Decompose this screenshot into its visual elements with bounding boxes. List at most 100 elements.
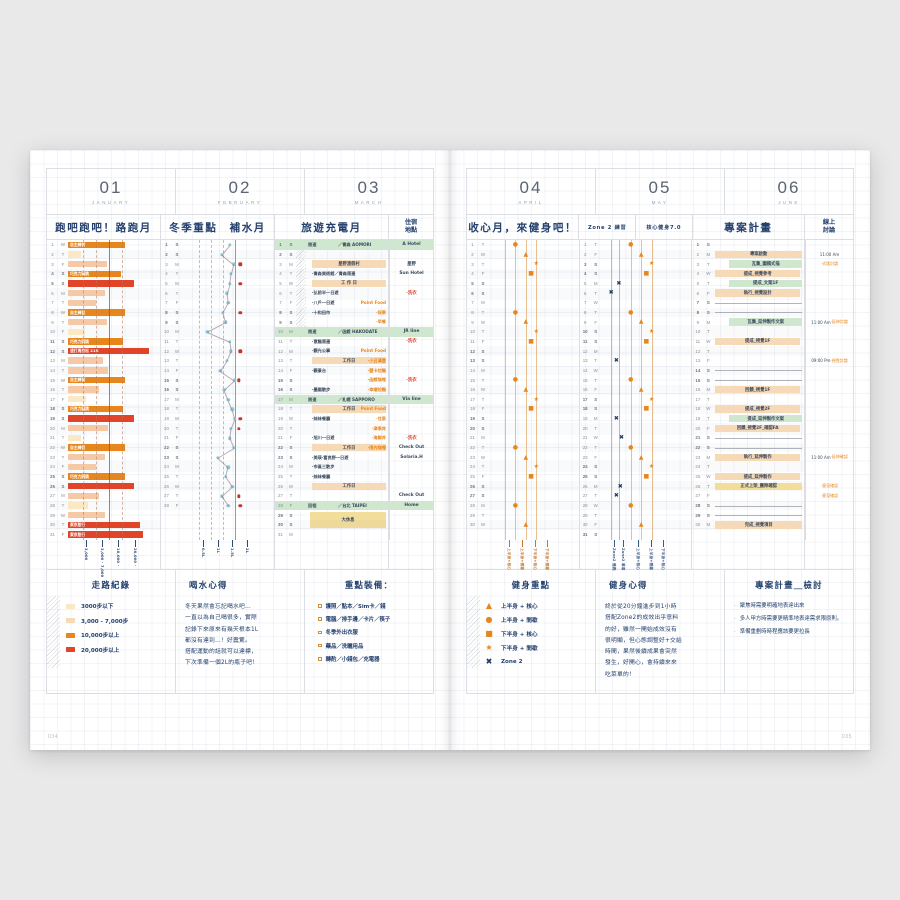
day-number: 13	[470, 358, 475, 364]
checkbox-icon[interactable]	[318, 656, 322, 661]
project-chip: 正式上架_團隊確認	[715, 482, 803, 490]
day-number: 14	[278, 367, 283, 373]
bar	[68, 367, 109, 374]
day-plot: ‧八戶一日遊 Point Food	[296, 297, 388, 308]
day-plot: 提成_視覺1F	[713, 337, 804, 347]
day-weekday: T	[61, 367, 65, 373]
checklist-item[interactable]: 電腦／排手邊／卡片／筷子	[318, 615, 424, 623]
online-row	[806, 346, 853, 356]
day-weekday: M	[289, 261, 293, 267]
day-row: 22 W 自主練習	[47, 442, 160, 453]
title-february: 冬季重點 補水月	[161, 215, 275, 239]
day-weekday: S	[289, 242, 293, 248]
legend-label: 20,000步以上	[81, 647, 120, 654]
note-title: 健身心得	[609, 580, 648, 590]
day-number: 17	[582, 396, 588, 402]
day-row: 19 W ‧姊妹餐廳 ‧甘泉	[275, 414, 388, 424]
axis-tick-label: 3,000	[83, 548, 88, 561]
note-title: 重點裝備：	[344, 580, 394, 590]
online-row	[806, 423, 853, 433]
meeting-topic: ‧視覺討論	[830, 357, 848, 363]
checklist-item[interactable]: 護照／點本／Sim卡／錢	[318, 602, 424, 610]
day-plot: 瓦集_圖稿式描	[713, 259, 804, 269]
checkbox-icon[interactable]	[318, 604, 322, 608]
bar-label: 巧克力圓跳	[70, 338, 89, 344]
stay-row	[390, 423, 433, 433]
day-number: 8	[165, 309, 168, 315]
day-plot: 巧克力圓跳	[68, 269, 160, 279]
note-title: 走路紀錄	[91, 580, 131, 590]
day-weekday: W	[480, 522, 486, 528]
day-row: 18 S	[579, 404, 692, 414]
online-row	[806, 240, 853, 250]
title-march: 旅遊充電月	[275, 215, 389, 239]
day-row: 17 T	[467, 395, 579, 405]
day-row: 23 M 執行_延伸製作	[692, 452, 804, 462]
day-number: 13	[50, 358, 55, 364]
day-plot	[182, 259, 274, 269]
day-row: 27 F	[692, 491, 804, 501]
day-plot	[601, 472, 692, 482]
online-row	[806, 327, 853, 337]
project-chip: 提成_視覺參考	[715, 270, 801, 278]
day-number: 29	[695, 512, 701, 518]
bar-label: 巧克力圓跳	[70, 406, 89, 412]
online-row	[806, 462, 853, 472]
day-number: 22	[695, 445, 701, 451]
day-weekday: S	[481, 493, 485, 499]
day-weekday: S	[175, 309, 179, 315]
online-row: 11:00 Am ‧延伸確認	[806, 452, 853, 462]
day-number: 15	[582, 377, 588, 383]
notes-right: 健身重點 ▲ 上半身 + 核心 ● 上半身 + 間歇 ■ 下半身 + 核心 ★ 下半身 + 間…	[466, 570, 854, 694]
bar-label: 自主練習	[70, 444, 86, 450]
transit-label: 限速	[308, 242, 317, 248]
day-number: 8	[583, 309, 587, 315]
day-row: 21 S	[692, 433, 804, 443]
month-cell-february: 02 FEBRUARY	[176, 169, 305, 214]
day-plot	[68, 279, 160, 289]
axis-tick-label: 1L	[215, 548, 220, 554]
checklist-item[interactable]: 轉酌／小錢包／充電器	[318, 655, 424, 663]
day-plot: 回饋_視覺2F_確認FA	[713, 423, 804, 433]
day-weekday: T	[289, 406, 293, 412]
checkbox-icon[interactable]	[318, 630, 322, 635]
day-weekday: W	[480, 319, 486, 325]
day-plot	[601, 288, 692, 298]
day-plot	[182, 452, 274, 462]
gear-checklist[interactable]: 護照／點本／Sim卡／錢 電腦／排手邊／卡片／筷子 冬季外出衣服 藥品／洗曬用品 轉酌／…	[314, 602, 424, 663]
legend-item: 3000步以下	[66, 602, 166, 610]
day-row: 26 S	[47, 481, 160, 492]
day-number: 31	[278, 532, 283, 538]
checkbox-icon[interactable]	[318, 617, 322, 621]
day-number: 31	[50, 532, 55, 538]
stay-row	[390, 250, 433, 260]
checkbox-icon[interactable]	[318, 643, 322, 648]
day-weekday: S	[706, 242, 710, 248]
checklist-item[interactable]: 藥品／洗曬用品	[318, 642, 424, 650]
schedule-chip: 工 作 日	[312, 279, 386, 288]
day-weekday: S	[289, 445, 293, 451]
stay-label: Via line	[402, 396, 421, 402]
checklist-item[interactable]: 冬季外出衣服	[318, 628, 424, 636]
day-plot	[488, 510, 579, 520]
day-row: 26 M	[579, 481, 692, 492]
note-gear: 重點裝備： 護照／點本／Sim卡／錢 電腦／排手邊／卡片／筷子 冬季外出衣服 藥品／洗…	[305, 570, 433, 693]
food-label: Point Food	[360, 406, 386, 412]
day-weekday: F	[594, 522, 598, 528]
january-axis: 3,000 3,000 - 7,000 10,000 -20,000 -	[47, 540, 160, 577]
day-weekday: W	[593, 503, 598, 509]
day-weekday: W	[480, 387, 486, 393]
day-weekday: W	[480, 251, 486, 257]
online-row: 11:00 Am	[806, 250, 853, 260]
day-weekday: S	[175, 251, 179, 257]
day-row: 12 M	[579, 346, 692, 356]
day-number: 20	[695, 425, 701, 431]
day-number: 21	[278, 435, 283, 441]
online-row	[806, 501, 853, 511]
legend-item: 3,000 - 7,000步	[66, 617, 166, 625]
day-row: 12 T	[692, 346, 805, 356]
day-weekday: T	[481, 512, 485, 518]
